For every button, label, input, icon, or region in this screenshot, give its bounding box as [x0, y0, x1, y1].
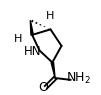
Text: O: O — [38, 81, 48, 94]
Text: H: H — [14, 34, 23, 44]
Text: H: H — [46, 11, 55, 21]
Text: HN: HN — [23, 45, 41, 58]
Polygon shape — [30, 20, 33, 35]
Text: NH$_2$: NH$_2$ — [66, 71, 90, 86]
Polygon shape — [51, 62, 55, 78]
